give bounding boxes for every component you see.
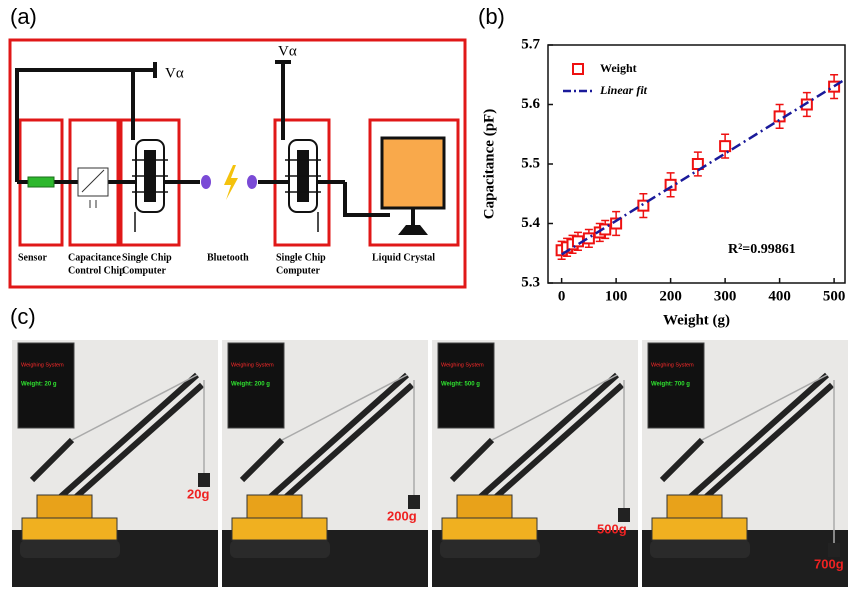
lcd-weight: Weight: 20 g xyxy=(21,382,57,388)
crane-cab xyxy=(457,495,512,520)
crane-base xyxy=(442,518,537,540)
x-axis-label: Weight (g) xyxy=(663,312,730,328)
data-point xyxy=(720,141,730,151)
panel-label: (c) xyxy=(10,304,36,329)
crane-cab xyxy=(37,495,92,520)
legend-label: Weight xyxy=(600,61,637,75)
legend-label: Linear fit xyxy=(599,83,648,97)
diagram-label: Sensor xyxy=(18,252,47,263)
lcd-weight: Weight: 200 g xyxy=(231,382,270,388)
weight-label: 20g xyxy=(187,486,209,501)
weight-label: 500g xyxy=(597,521,627,536)
diagram-label: Capacitance xyxy=(68,252,121,263)
weight-label: 700g xyxy=(814,556,844,571)
weight xyxy=(828,543,840,557)
panel-label: (b) xyxy=(478,4,505,29)
y-tick-label: 5.4 xyxy=(521,215,540,231)
crane-base xyxy=(232,518,327,540)
x-tick-label: 500 xyxy=(823,288,846,304)
diagram-label: Control Chip xyxy=(68,265,125,276)
diagram-label: Single Chip xyxy=(276,252,326,263)
y-tick-label: 5.6 xyxy=(521,96,540,112)
diagram-label: Liquid Crystal xyxy=(372,252,435,263)
fit-line xyxy=(562,80,845,255)
diagram-label: Computer xyxy=(276,265,320,276)
panel-label: (a) xyxy=(10,4,37,29)
diagram-label: Bluetooth xyxy=(207,252,249,263)
crane-cab xyxy=(247,495,302,520)
lcd-title: Weighing System xyxy=(651,362,694,368)
voltage-label: Vα xyxy=(165,65,184,81)
lcd-weight: Weight: 700 g xyxy=(651,382,690,388)
lcd-title: Weighing System xyxy=(21,362,64,368)
x-tick-label: 100 xyxy=(605,288,628,304)
y-tick-label: 5.3 xyxy=(521,274,540,290)
weight-label: 200g xyxy=(387,508,417,523)
weight xyxy=(618,508,630,522)
legend-symbol xyxy=(573,64,583,74)
x-tick-label: 400 xyxy=(768,288,791,304)
y-tick-label: 5.7 xyxy=(521,36,540,52)
y-tick-label: 5.5 xyxy=(521,155,540,171)
lcd-title: Weighing System xyxy=(441,362,484,368)
figure: (a) (b) (c) xyxy=(0,0,850,587)
weight xyxy=(198,473,210,487)
annotation: R²=0.99861 xyxy=(728,242,796,257)
lcd-weight: Weight: 500 g xyxy=(441,382,480,388)
x-tick-label: 200 xyxy=(659,288,682,304)
diagram-label: Single Chip xyxy=(122,252,172,263)
voltage-label: Vα xyxy=(278,43,297,59)
x-tick-label: 0 xyxy=(558,288,566,304)
diagram-label: Computer xyxy=(122,265,166,276)
crane-base xyxy=(22,518,117,540)
page: (a) (b) (c) xyxy=(0,0,850,592)
crane-base xyxy=(652,518,747,540)
crane-tracks xyxy=(650,540,750,558)
lcd-title: Weighing System xyxy=(231,362,274,368)
y-axis-label: Capacitance (pF) xyxy=(481,109,497,219)
crane-tracks xyxy=(20,540,120,558)
crane-tracks xyxy=(440,540,540,558)
crane-tracks xyxy=(230,540,330,558)
x-tick-label: 300 xyxy=(714,288,737,304)
weight xyxy=(408,495,420,509)
diagram xyxy=(10,40,465,287)
crane-cab xyxy=(667,495,722,520)
